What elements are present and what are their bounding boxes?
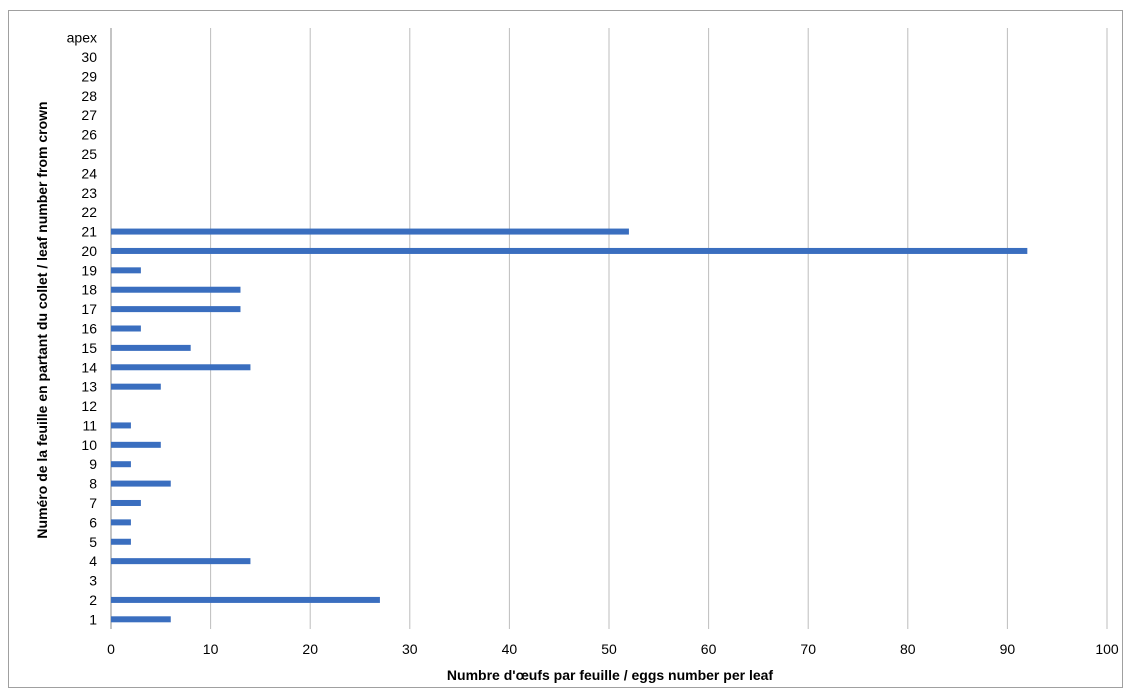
y-tick-label: 28 — [81, 88, 97, 104]
y-tick-label: 23 — [81, 185, 97, 201]
x-tick-label: 10 — [203, 641, 219, 657]
y-tick-label: 2 — [89, 592, 97, 608]
y-tick-label: apex — [67, 30, 97, 46]
x-tick-label: 80 — [900, 641, 916, 657]
gridlines — [110, 28, 1108, 629]
x-tick-label: 90 — [1000, 641, 1016, 657]
y-tick-label: 5 — [89, 534, 97, 550]
bar-leaf-5 — [111, 538, 131, 545]
y-tick-label: 9 — [89, 456, 97, 472]
x-axis-title: Numbre d'œufs par feuille / eggs number … — [447, 667, 774, 683]
x-tick-label: 60 — [701, 641, 717, 657]
bar-leaf-19 — [111, 267, 141, 274]
bar-leaf-18 — [111, 286, 241, 293]
bar-leaf-17 — [111, 306, 241, 313]
bar-leaf-6 — [111, 519, 131, 526]
x-tick-label: 0 — [107, 641, 115, 657]
y-tick-label: 25 — [81, 146, 97, 162]
y-tick-label: 24 — [81, 165, 97, 181]
y-tick-label: 13 — [81, 379, 97, 395]
bar-leaf-13 — [111, 383, 161, 390]
y-tick-label: 22 — [81, 204, 97, 220]
x-tick-label: 70 — [800, 641, 816, 657]
y-tick-label: 16 — [81, 321, 97, 337]
bar-leaf-1 — [111, 616, 171, 623]
x-tick-label: 50 — [601, 641, 617, 657]
y-tick-label: 20 — [81, 243, 97, 259]
y-tick-label: 10 — [81, 437, 97, 453]
bars — [111, 228, 1028, 623]
bar-leaf-11 — [111, 422, 131, 429]
y-tick-label: 30 — [81, 49, 97, 65]
y-tick-label: 12 — [81, 398, 97, 414]
x-tick-label: 30 — [402, 641, 418, 657]
bar-leaf-10 — [111, 441, 161, 448]
y-tick-label: 8 — [89, 476, 97, 492]
y-axis-title: Numéro de la feuille en partant du colle… — [34, 101, 50, 538]
y-tick-label: 1 — [89, 611, 97, 627]
x-tick-label: 20 — [302, 641, 318, 657]
y-tick-label: 6 — [89, 514, 97, 530]
bar-leaf-4 — [111, 558, 251, 565]
bar-leaf-2 — [111, 596, 380, 603]
y-tick-label: 14 — [81, 359, 97, 375]
y-tick-label: 19 — [81, 262, 97, 278]
x-tick-labels: 0 10 20 30 40 50 60 70 80 90 100 — [107, 641, 1119, 657]
chart-frame — [8, 10, 1123, 688]
y-tick-label: 11 — [82, 417, 97, 433]
y-tick-label: 21 — [81, 224, 97, 240]
y-tick-label: 18 — [81, 282, 97, 298]
bar-leaf-15 — [111, 344, 191, 351]
y-tick-labels: 1234567891011121314151617181920212223242… — [67, 30, 98, 628]
bar-leaf-7 — [111, 499, 141, 506]
y-tick-label: 26 — [81, 127, 97, 143]
y-tick-label: 4 — [89, 553, 97, 569]
bar-leaf-8 — [111, 480, 171, 487]
y-tick-label: 15 — [81, 340, 97, 356]
bar-leaf-20 — [111, 247, 1028, 254]
y-tick-label: 3 — [89, 573, 97, 589]
y-tick-label: 29 — [81, 68, 97, 84]
y-tick-label: 27 — [81, 107, 97, 123]
bar-leaf-9 — [111, 461, 131, 468]
bar-leaf-21 — [111, 228, 629, 235]
y-tick-label: 17 — [81, 301, 97, 317]
x-tick-label: 100 — [1095, 641, 1119, 657]
x-tick-label: 40 — [502, 641, 518, 657]
bar-leaf-14 — [111, 364, 251, 371]
y-tick-label: 7 — [89, 495, 97, 511]
bar-leaf-16 — [111, 325, 141, 332]
